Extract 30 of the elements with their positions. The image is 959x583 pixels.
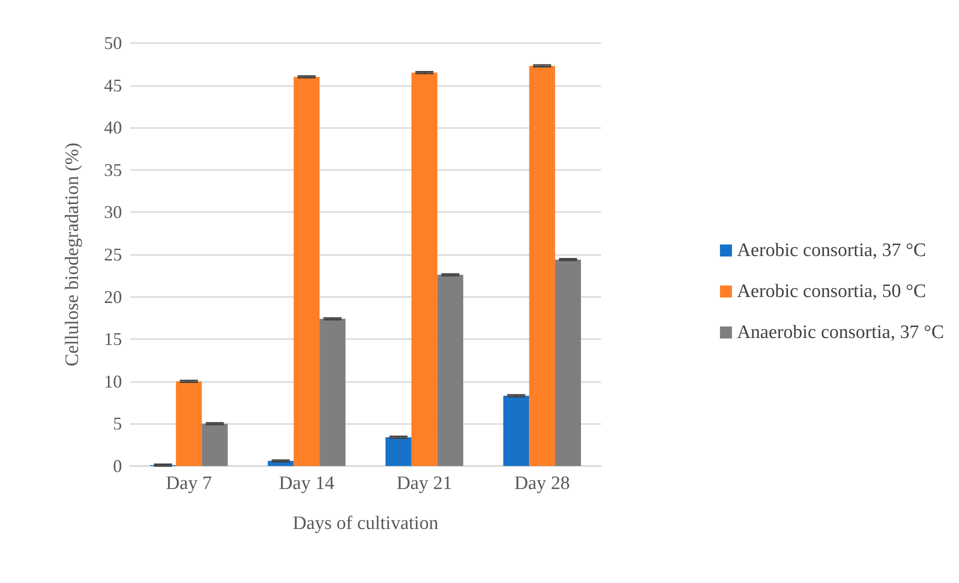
- bar: [386, 437, 412, 466]
- bar: [411, 72, 438, 466]
- x-tick-label: Day 21: [396, 473, 452, 494]
- y-tick-label: 10: [104, 371, 122, 392]
- y-tick-label: 15: [104, 329, 122, 350]
- bar: [176, 381, 202, 466]
- bar: [202, 424, 228, 466]
- legend-label: Aerobic consortia, 37 °C: [736, 240, 926, 261]
- bar: [555, 260, 581, 466]
- bar: [503, 396, 530, 466]
- bar: [529, 66, 556, 466]
- y-tick-label: 5: [113, 414, 122, 434]
- y-tick-label: 30: [104, 202, 122, 222]
- x-tick-label: Day 7: [166, 473, 212, 494]
- legend-label: Anaerobic consortia, 37 °C: [736, 322, 944, 343]
- y-tick-label: 35: [104, 160, 122, 180]
- bar: [320, 318, 346, 466]
- bar: [437, 274, 464, 466]
- x-tick-label: Day 14: [278, 473, 335, 494]
- y-tick-label: 20: [104, 286, 122, 307]
- y-tick-label: 25: [104, 244, 122, 264]
- x-axis-title: Days of cultivation: [292, 513, 439, 534]
- legend-label: Aerobic consortia, 50 °C: [736, 281, 926, 302]
- y-tick-label: 0: [113, 456, 122, 476]
- y-tick-label: 40: [104, 118, 122, 138]
- y-tick-label: 50: [104, 33, 122, 53]
- y-axis-title: Cellulose biodegradation (%): [62, 142, 83, 366]
- bar: [294, 76, 320, 466]
- x-tick-label: Day 28: [514, 473, 570, 494]
- y-tick-label: 45: [104, 75, 122, 96]
